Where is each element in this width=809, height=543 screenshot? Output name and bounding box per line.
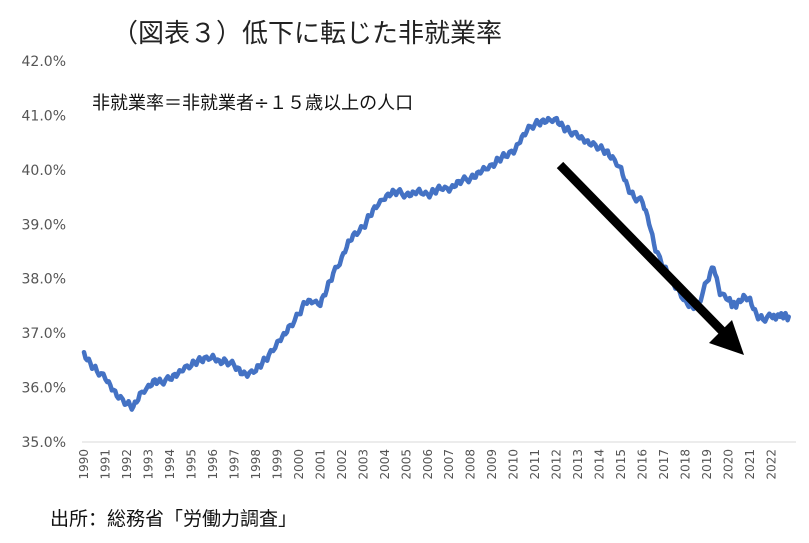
x-tick-label: 2015 (614, 449, 628, 480)
y-tick-label: 35.0% (22, 435, 66, 451)
x-tick-label: 2008 (464, 449, 478, 480)
x-tick-label: 1997 (227, 449, 241, 480)
x-tick-label: 2003 (356, 449, 370, 480)
x-tick-label: 2000 (292, 449, 306, 480)
x-tick-label: 2001 (313, 449, 327, 480)
arrow-head (709, 320, 744, 355)
x-tick-label: 2007 (442, 449, 456, 480)
y-tick-label: 41.0% (22, 108, 66, 124)
x-tick-label: 2017 (657, 449, 671, 480)
source-note: 出所：総務省「労働力調査」 (50, 508, 297, 530)
chart-title: （図表３）低下に転じた非就業率 (112, 19, 502, 49)
x-tick-label: 1990 (77, 449, 91, 480)
arrow-shaft (556, 161, 731, 340)
y-tick-label: 37.0% (22, 326, 66, 342)
x-tick-label: 1999 (270, 449, 284, 480)
x-tick-label: 2020 (722, 449, 736, 480)
x-tick-label: 2021 (743, 449, 757, 480)
x-tick-label: 1998 (249, 449, 263, 480)
x-tick-label: 2005 (399, 449, 413, 480)
y-tick-label: 38.0% (22, 272, 66, 288)
x-tick-label: 2022 (765, 449, 779, 480)
x-tick-label: 2006 (421, 449, 435, 480)
chart-annotation: 非就業率＝非就業者÷１５歳以上の人口 (92, 93, 413, 114)
x-tick-label: 2018 (679, 449, 693, 480)
x-tick-label: 2002 (335, 449, 349, 480)
x-tick-label: 2010 (507, 449, 521, 480)
x-tick-label: 2011 (528, 449, 542, 480)
x-tick-label: 1992 (120, 449, 134, 480)
x-tick-label: 1995 (184, 449, 198, 480)
x-tick-label: 2016 (636, 449, 650, 480)
x-tick-label: 1993 (141, 449, 155, 480)
x-tick-label: 2014 (593, 449, 607, 480)
y-tick-label: 39.0% (22, 217, 66, 233)
x-tick-label: 1996 (206, 449, 220, 480)
x-tick-label: 1994 (163, 449, 177, 480)
x-tick-label: 2019 (700, 449, 714, 480)
x-tick-label: 2004 (378, 449, 392, 480)
y-tick-label: 36.0% (22, 381, 66, 397)
x-tick-label: 2012 (550, 449, 564, 480)
y-tick-label: 42.0% (22, 54, 66, 70)
y-tick-label: 40.0% (22, 163, 66, 179)
trend-arrow (556, 161, 744, 355)
y-axis: 35.0% 36.0% 37.0% 38.0% 39.0% 40.0% 41.0% 42.0% (22, 54, 66, 451)
x-axis: 1990 1991 1992 1993 1994 1995 1996 1997 1998 1999… (77, 449, 779, 480)
x-tick-label: 1991 (98, 449, 112, 480)
x-tick-label: 2013 (571, 449, 585, 480)
series-line (81, 115, 791, 412)
x-tick-label: 2009 (485, 449, 499, 480)
